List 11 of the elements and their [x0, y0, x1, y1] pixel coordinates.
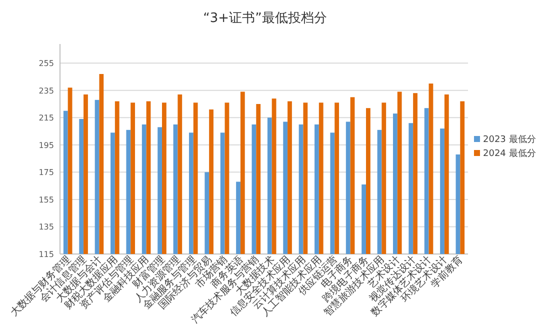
legend-label: 2024 最低分 — [483, 148, 536, 159]
y-tick-label: 175 — [38, 168, 54, 178]
y-tick-label: 115 — [38, 250, 54, 259]
chart-title: “3+证书”最低投档分 — [203, 11, 327, 26]
y-tick-label: 195 — [38, 140, 54, 150]
y-tick-label: 155 — [38, 195, 54, 204]
y-tick-label: 135 — [38, 222, 54, 232]
y-tick-label: 235 — [38, 86, 54, 96]
y-tick-label: 215 — [38, 114, 54, 123]
legend-label: 2023 最低分 — [483, 134, 536, 145]
y-tick-label: 255 — [38, 59, 54, 68]
